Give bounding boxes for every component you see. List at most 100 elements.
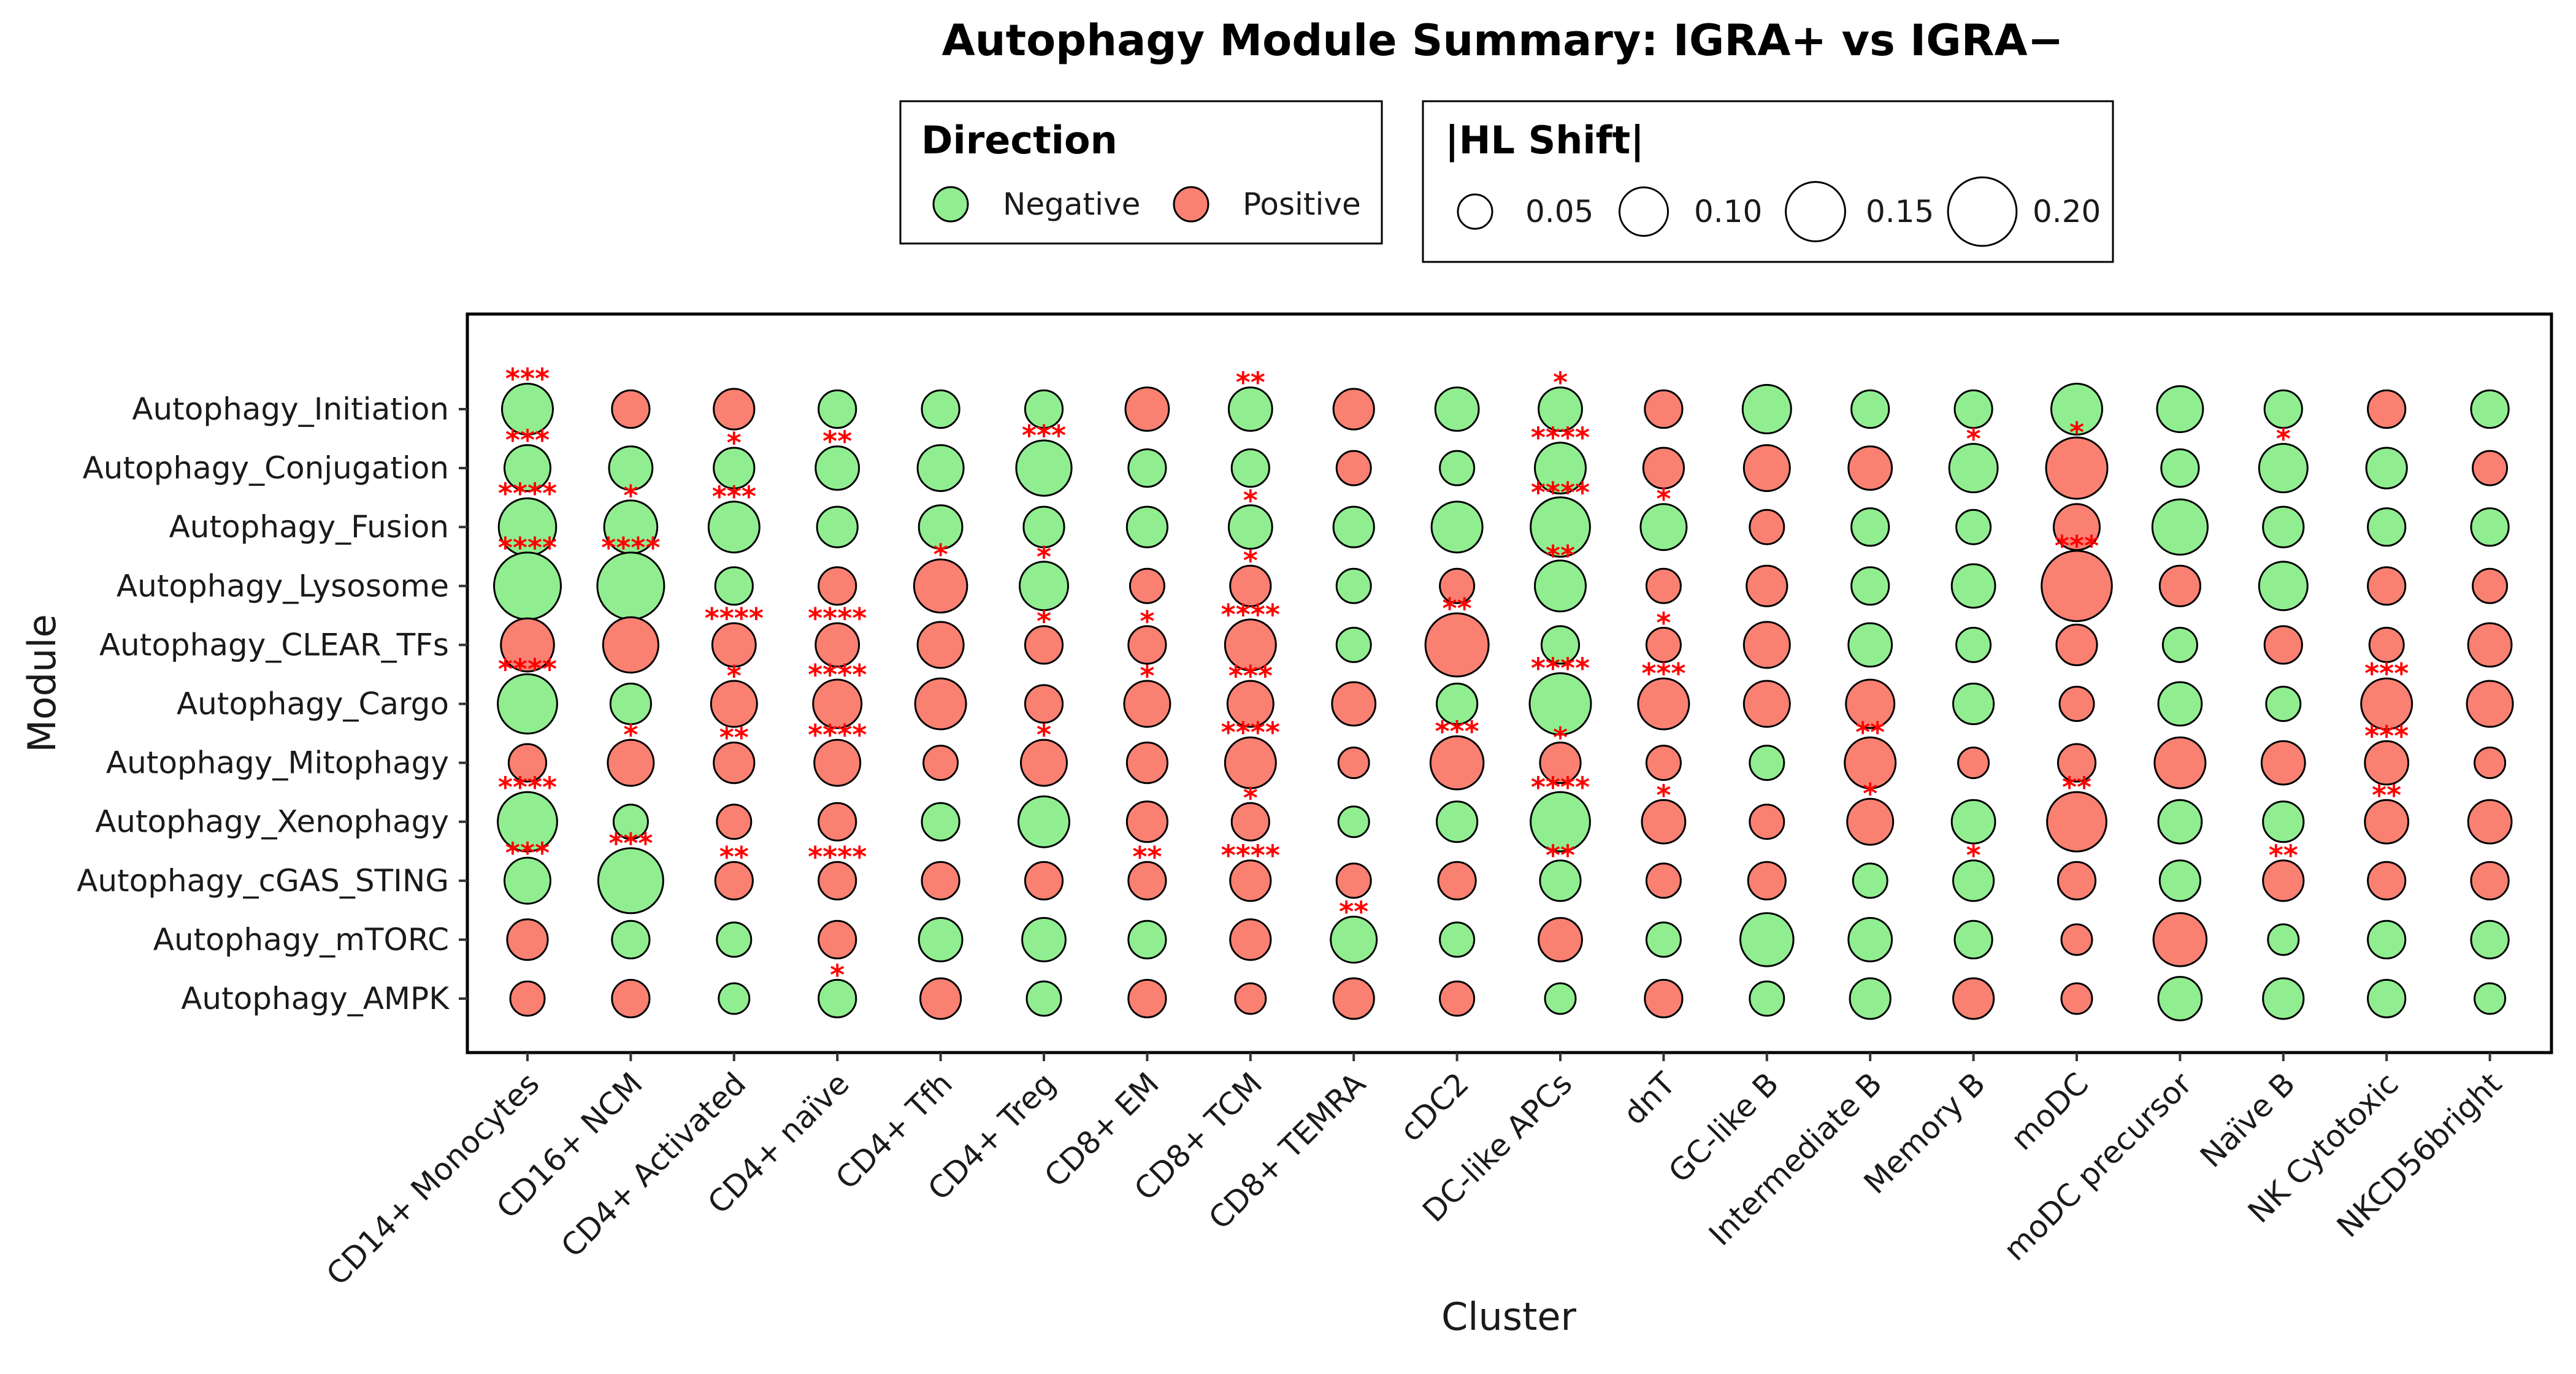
dot-autophagy-fusion-cd4-na-ve [816, 505, 859, 548]
dot-autophagy-initiation-modc-precursor [2156, 385, 2204, 433]
dot-autophagy-initiation-nk-cytotoxic [2367, 389, 2407, 429]
dot-autophagy-conjugation-memory-b [1948, 443, 1999, 494]
dot-autophagy-conjugation-gc-like-b [1742, 444, 1791, 493]
dot-autophagy-clear-tfs-memory-b [1955, 626, 1992, 663]
dot-autophagy-clear-tfs-dnt [1645, 626, 1682, 663]
dot-autophagy-lysosome-dc-like-apcs [1534, 559, 1587, 613]
sig-autophagy-conjugation-memory-b: * [1966, 423, 1981, 456]
dot-autophagy-lysosome-cd8-tcm [1229, 564, 1272, 607]
sig-autophagy-cgas-sting-cd8-tcm: **** [1221, 839, 1280, 872]
dot-autophagy-cgas-sting-memory-b [1952, 859, 1995, 902]
dot-autophagy-mitophagy-memory-b [1957, 746, 1990, 780]
dot-autophagy-clear-tfs-cdc2 [1424, 612, 1490, 678]
dot-autophagy-mtorc-cd4-tfh [918, 917, 964, 962]
dot-autophagy-mitophagy-cd4-tfh [922, 745, 959, 781]
dot-autophagy-cgas-sting-gc-like-b [1747, 861, 1787, 900]
sig-autophagy-lysosome-cd4-tfh: * [933, 538, 948, 571]
dot-autophagy-mtorc-cd4-activated [716, 921, 753, 958]
sig-autophagy-mitophagy-cd16-ncm: * [623, 718, 638, 751]
y-tick-label-autophagy-cargo: Autophagy_Cargo [177, 686, 449, 722]
y-tick-label-autophagy-mitophagy: Autophagy_Mitophagy [106, 745, 449, 781]
dot-autophagy-initiation-gc-like-b [1741, 384, 1792, 434]
dot-autophagy-mitophagy-cd8-em [1125, 742, 1169, 785]
dot-autophagy-cgas-sting-cd8-em [1127, 861, 1167, 900]
dot-autophagy-lysosome-cd4-tfh [913, 558, 968, 614]
sig-autophagy-cargo-dnt: *** [1641, 657, 1685, 690]
sig-autophagy-lysosome-cd16-ncm: **** [601, 531, 660, 564]
dot-autophagy-clear-tfs-cd4-treg [1024, 625, 1064, 665]
dot-autophagy-mitophagy-intermediate-b [1844, 736, 1897, 789]
size-legend-label: 0.05 [1525, 194, 1593, 229]
dot-autophagy-ampk-dc-like-apcs [1544, 982, 1577, 1015]
dot-autophagy-mitophagy-nkcd56bright [2474, 746, 2507, 780]
dot-autophagy-cgas-sting-cd8-tcm [1229, 859, 1272, 902]
size-legend-swatch [1619, 186, 1669, 237]
dot-autophagy-cgas-sting-modc [2057, 861, 2097, 900]
dot-autophagy-cargo-dc-like-apcs [1528, 672, 1592, 735]
dot-autophagy-lysosome-na-ve-b [2258, 561, 2309, 612]
sig-autophagy-xenophagy-nk-cytotoxic: ** [2372, 778, 2401, 812]
dot-autophagy-ampk-cd16-ncm [611, 978, 651, 1019]
sig-autophagy-cargo-nk-cytotoxic: *** [2364, 657, 2409, 690]
sig-autophagy-clear-tfs-dnt: * [1656, 606, 1671, 639]
dot-autophagy-cgas-sting-dnt [1645, 862, 1682, 899]
dot-autophagy-conjugation-cd4-activated [713, 447, 756, 489]
dot-autophagy-conjugation-dc-like-apcs [1534, 442, 1587, 495]
sig-autophagy-xenophagy-intermediate-b: * [1863, 777, 1877, 810]
dot-autophagy-xenophagy-cd4-tfh [921, 802, 960, 842]
dot-autophagy-ampk-modc-precursor [2157, 976, 2203, 1021]
size-legend-label: 0.10 [1694, 194, 1762, 229]
dot-autophagy-fusion-dnt [1639, 503, 1688, 551]
sig-autophagy-cargo-cd14-monocytes: **** [498, 653, 557, 686]
sig-autophagy-clear-tfs-cd4-treg: * [1037, 605, 1051, 638]
dot-autophagy-cargo-cd4-na-ve [812, 678, 863, 729]
sig-autophagy-xenophagy-cd8-tcm: * [1243, 781, 1258, 815]
sig-autophagy-ampk-cd4-na-ve: * [830, 958, 845, 991]
dot-autophagy-cgas-sting-na-ve-b [2262, 859, 2305, 902]
dot-autophagy-cgas-sting-cd4-tfh [921, 861, 960, 900]
dot-autophagy-conjugation-cd14-monocytes [504, 444, 551, 493]
y-tick-label-autophagy-cgas-sting: Autophagy_cGAS_STING [77, 863, 449, 899]
dot-autophagy-clear-tfs-dc-like-apcs [1540, 625, 1581, 665]
sig-autophagy-cgas-sting-cd8-em: ** [1132, 840, 1162, 873]
sig-autophagy-fusion-dnt: * [1656, 483, 1671, 516]
dot-autophagy-initiation-cd16-ncm [611, 389, 651, 429]
sig-autophagy-xenophagy-dnt: * [1656, 778, 1671, 812]
dot-autophagy-mtorc-memory-b [1953, 919, 1993, 960]
y-tick-label-autophagy-ampk: Autophagy_AMPK [181, 981, 450, 1016]
size-legend-title: |HL Shift| [1445, 118, 1644, 163]
dot-autophagy-mtorc-cd4-treg [1021, 917, 1067, 962]
dot-autophagy-mitophagy-cd8-tcm [1224, 736, 1277, 789]
sig-autophagy-clear-tfs-cd4-na-ve: **** [808, 602, 867, 635]
dot-autophagy-mtorc-cdc2 [1439, 921, 1476, 958]
data-points [493, 383, 2514, 1021]
dot-autophagy-fusion-cd4-tfh [918, 504, 964, 550]
sig-autophagy-lysosome-modc: *** [2055, 529, 2099, 562]
dot-autophagy-conjugation-nk-cytotoxic [2365, 447, 2408, 489]
dot-autophagy-fusion-na-ve-b [2262, 505, 2305, 548]
sig-autophagy-initiation-dc-like-apcs: * [1553, 366, 1568, 399]
dot-autophagy-xenophagy-cd16-ncm [612, 804, 649, 840]
dot-autophagy-fusion-cd4-activated [707, 501, 761, 554]
sig-autophagy-mitophagy-cdc2: *** [1435, 715, 1479, 748]
dot-autophagy-ampk-cd8-em [1127, 978, 1167, 1019]
dot-autophagy-ampk-cd4-treg [1025, 980, 1062, 1017]
dot-autophagy-cargo-nk-cytotoxic [2360, 677, 2413, 731]
sig-autophagy-cargo-cd8-tcm: *** [1229, 659, 1273, 693]
dot-autophagy-cgas-sting-modc-precursor [2158, 859, 2201, 902]
size-legend-swatch [1947, 176, 2018, 247]
y-tick-label-autophagy-conjugation: Autophagy_Conjugation [83, 450, 449, 486]
dot-autophagy-clear-tfs-cd8-temra [1335, 626, 1372, 663]
sig-autophagy-cgas-sting-cd14-monocytes: *** [505, 836, 550, 869]
sig-autophagy-fusion-cd16-ncm: * [623, 479, 638, 512]
dot-autophagy-cgas-sting-cd4-treg [1024, 861, 1064, 900]
dot-autophagy-clear-tfs-cd14-monocytes [500, 617, 555, 673]
dot-autophagy-xenophagy-cd14-monocytes [497, 791, 558, 853]
dot-autophagy-mtorc-intermediate-b [1847, 917, 1893, 962]
dot-autophagy-xenophagy-dnt [1641, 799, 1687, 845]
dot-autophagy-conjugation-cdc2 [1439, 450, 1476, 486]
dot-autophagy-xenophagy-cd8-em [1125, 800, 1169, 843]
dot-autophagy-mtorc-nk-cytotoxic [2367, 919, 2407, 960]
dot-autophagy-conjugation-modc [2045, 436, 2109, 500]
